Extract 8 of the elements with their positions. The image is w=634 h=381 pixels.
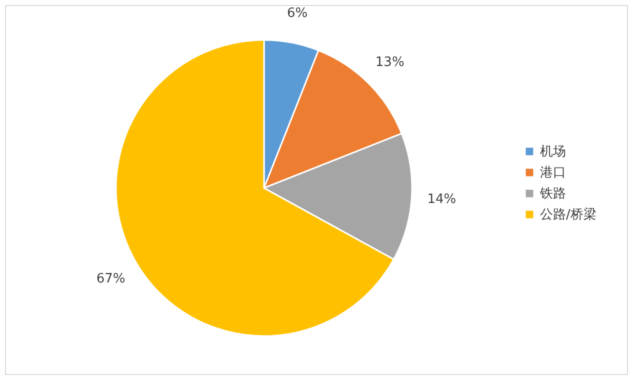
legend-label: 公路/桥梁 [540, 206, 596, 222]
data-label: 67% [96, 272, 126, 287]
legend-label: 机场 [540, 144, 566, 160]
data-label: 6% [287, 6, 308, 22]
data-label: 13% [375, 55, 404, 70]
data-label: 14% [427, 192, 456, 208]
legend-label: 铁路 [539, 186, 566, 202]
legend-label: 港口 [540, 166, 566, 180]
